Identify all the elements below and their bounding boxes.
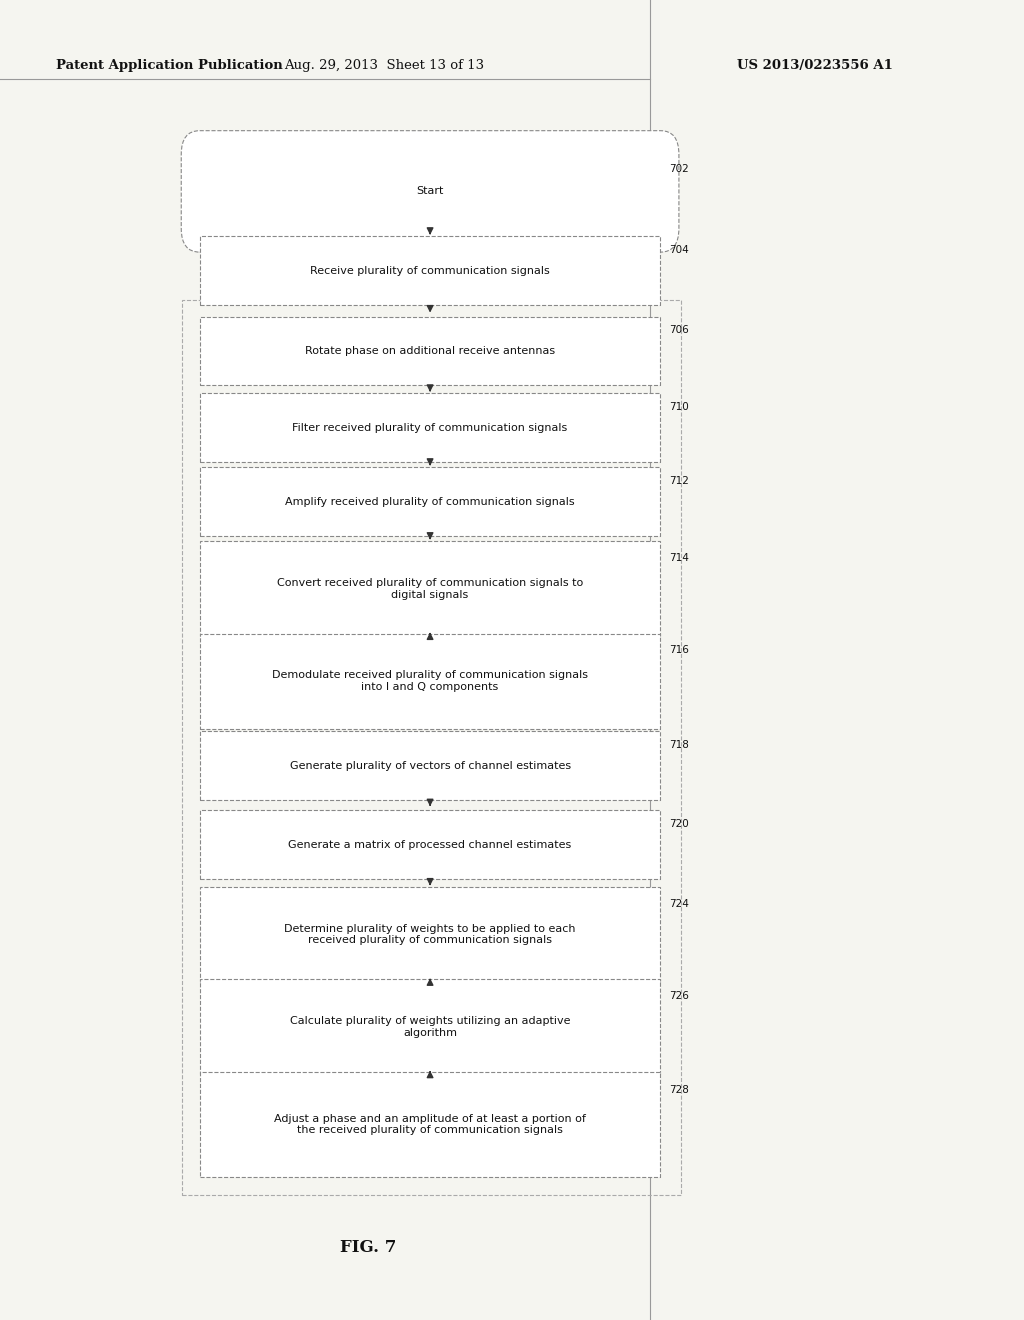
Text: Receive plurality of communication signals: Receive plurality of communication signa… xyxy=(310,265,550,276)
Bar xyxy=(200,236,660,305)
Bar xyxy=(182,300,681,1195)
Text: 720: 720 xyxy=(669,818,688,829)
Text: 702: 702 xyxy=(669,164,688,174)
Bar xyxy=(200,317,660,385)
Text: Convert received plurality of communication signals to
digital signals: Convert received plurality of communicat… xyxy=(276,578,584,599)
Text: Filter received plurality of communication signals: Filter received plurality of communicati… xyxy=(293,422,567,433)
FancyBboxPatch shape xyxy=(181,131,679,252)
Text: Amplify received plurality of communication signals: Amplify received plurality of communicat… xyxy=(286,496,574,507)
Text: 718: 718 xyxy=(669,739,688,750)
Text: FIG. 7: FIG. 7 xyxy=(340,1239,397,1255)
Text: 712: 712 xyxy=(669,477,688,486)
Bar xyxy=(200,1072,660,1177)
Text: US 2013/0223556 A1: US 2013/0223556 A1 xyxy=(737,59,893,73)
Text: Generate plurality of vectors of channel estimates: Generate plurality of vectors of channel… xyxy=(290,760,570,771)
Text: Demodulate received plurality of communication signals
into I and Q components: Demodulate received plurality of communi… xyxy=(272,671,588,692)
Text: Start: Start xyxy=(417,186,443,197)
Text: Patent Application Publication: Patent Application Publication xyxy=(56,59,283,73)
Bar xyxy=(200,731,660,800)
Text: 706: 706 xyxy=(669,326,688,335)
Text: 714: 714 xyxy=(669,553,688,564)
Bar xyxy=(200,887,660,982)
Text: Determine plurality of weights to be applied to each
received plurality of commu: Determine plurality of weights to be app… xyxy=(285,924,575,945)
Text: Rotate phase on additional receive antennas: Rotate phase on additional receive anten… xyxy=(305,346,555,356)
Bar xyxy=(200,979,660,1074)
Bar xyxy=(200,634,660,729)
Text: 726: 726 xyxy=(669,991,688,1002)
Bar xyxy=(200,810,660,879)
Bar xyxy=(200,541,660,636)
Text: 728: 728 xyxy=(669,1085,688,1096)
Text: 724: 724 xyxy=(669,899,688,909)
Text: Generate a matrix of processed channel estimates: Generate a matrix of processed channel e… xyxy=(289,840,571,850)
Text: 716: 716 xyxy=(669,645,688,656)
Bar xyxy=(200,393,660,462)
Text: Aug. 29, 2013  Sheet 13 of 13: Aug. 29, 2013 Sheet 13 of 13 xyxy=(284,59,484,73)
Text: 710: 710 xyxy=(669,401,688,412)
Text: 704: 704 xyxy=(669,244,688,255)
Bar xyxy=(200,467,660,536)
Text: Calculate plurality of weights utilizing an adaptive
algorithm: Calculate plurality of weights utilizing… xyxy=(290,1016,570,1038)
Text: Adjust a phase and an amplitude of at least a portion of
the received plurality : Adjust a phase and an amplitude of at le… xyxy=(274,1114,586,1135)
